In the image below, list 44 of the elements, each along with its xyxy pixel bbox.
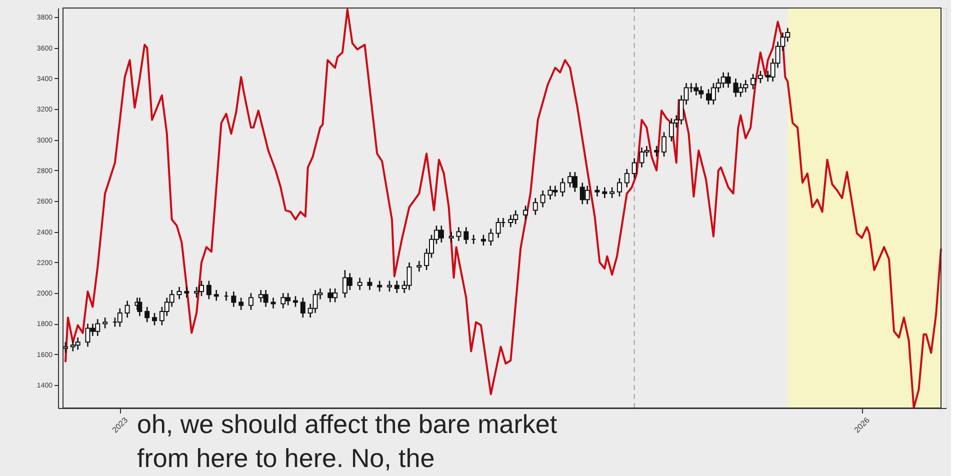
candlestick — [386, 280, 392, 292]
candlestick — [367, 277, 372, 291]
candlestick — [394, 280, 400, 294]
candlestick — [594, 185, 600, 198]
candlestick — [480, 234, 486, 246]
candlestick — [238, 297, 244, 311]
candlestick — [750, 73, 756, 90]
candlestick — [102, 316, 108, 329]
candlestick — [456, 226, 462, 242]
candlestick — [377, 280, 382, 292]
candlestick — [464, 226, 469, 245]
candlestick — [416, 260, 422, 272]
candlestick — [616, 177, 622, 198]
candlestick — [661, 131, 666, 158]
candlestick — [62, 341, 68, 354]
candlestick — [214, 289, 219, 302]
candlestick — [117, 308, 122, 328]
candlestick — [137, 297, 142, 317]
candlestick — [292, 295, 298, 308]
candlestick — [176, 286, 182, 300]
candlestick — [496, 217, 501, 239]
candlestick — [124, 300, 130, 318]
candlestick — [270, 297, 276, 310]
candlestick — [610, 186, 615, 199]
candlestick — [300, 297, 306, 318]
candlestick — [632, 158, 637, 179]
candlestick — [532, 197, 538, 216]
candlestick — [758, 70, 763, 84]
candlestick — [560, 177, 566, 198]
candlestick — [152, 312, 158, 326]
candlestick — [602, 186, 608, 199]
candlestick — [654, 145, 660, 158]
candlestick — [357, 277, 362, 291]
candlestick — [448, 231, 454, 244]
candlestick — [206, 280, 212, 300]
text: oh, we should affect the bare market from here to here. No, the — [137, 409, 558, 473]
candlestick — [248, 292, 254, 311]
candlestick — [184, 286, 190, 298]
candlestick — [144, 306, 150, 323]
candlestick — [488, 228, 494, 246]
candlestick — [540, 190, 546, 208]
candlestick — [624, 168, 630, 188]
candlestick — [522, 205, 528, 220]
candlestick — [231, 290, 236, 308]
